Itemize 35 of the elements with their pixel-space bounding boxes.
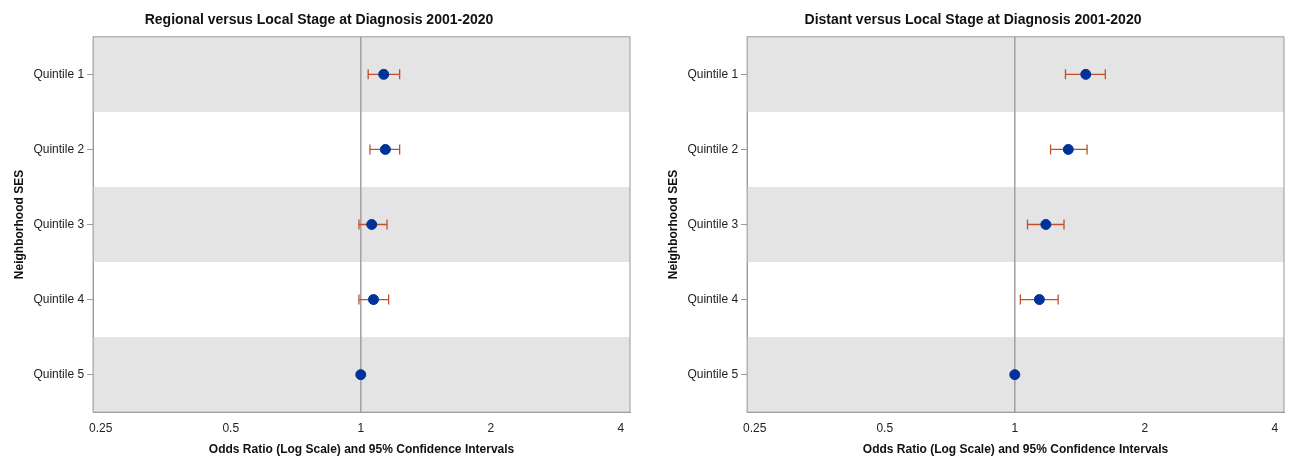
x-axis-title: Odds Ratio (Log Scale) and 95% Confidence Intervals	[208, 442, 515, 457]
y-tick-label: Quintile 4	[687, 291, 739, 306]
point	[1040, 219, 1052, 230]
y-axis-title: Neighborhood SES	[11, 169, 26, 280]
x-tick-label: 0.25	[743, 420, 767, 435]
point	[1062, 143, 1074, 155]
x-tick-label: 0.5	[876, 420, 894, 435]
x-tick-label: 1	[357, 420, 365, 435]
y-axis-title: Neighborhood SES	[665, 169, 680, 280]
point	[367, 294, 379, 306]
y-tick-label: Quintile 4	[33, 291, 85, 306]
point	[366, 219, 378, 230]
y-tick-label: Quintile 1	[687, 66, 739, 81]
y-tick-label: Quintile 5	[33, 366, 85, 381]
y-tick-label: Quintile 3	[687, 216, 739, 231]
y-tick-label: Quintile 2	[33, 141, 85, 156]
y-tick-label: Quintile 2	[687, 141, 739, 156]
x-tick-label: 4	[1271, 420, 1279, 435]
chart-title: Regional versus Local Stage at Diagnosis 2001-2020	[144, 11, 494, 28]
x-axis-title: Odds Ratio (Log Scale) and 95% Confidence Intervals	[862, 442, 1169, 457]
x-tick-label: 0.5	[222, 420, 240, 435]
point	[1033, 294, 1045, 306]
y-tick-label: Quintile 1	[33, 66, 85, 81]
point	[1080, 68, 1092, 80]
x-tick-label: 1	[1011, 420, 1019, 435]
y-tick-label: Quintile 3	[33, 216, 85, 231]
point	[379, 143, 391, 155]
y-tick-label: Quintile 5	[687, 366, 739, 381]
chart-title: Distant versus Local Stage at Diagnosis 2001-2020	[804, 11, 1142, 28]
x-tick-label: 2	[1141, 420, 1149, 435]
point	[355, 369, 367, 381]
x-tick-label: 4	[617, 420, 625, 435]
x-tick-label: 2	[487, 420, 495, 435]
x-tick-label: 0.25	[89, 420, 113, 435]
point	[378, 68, 390, 80]
